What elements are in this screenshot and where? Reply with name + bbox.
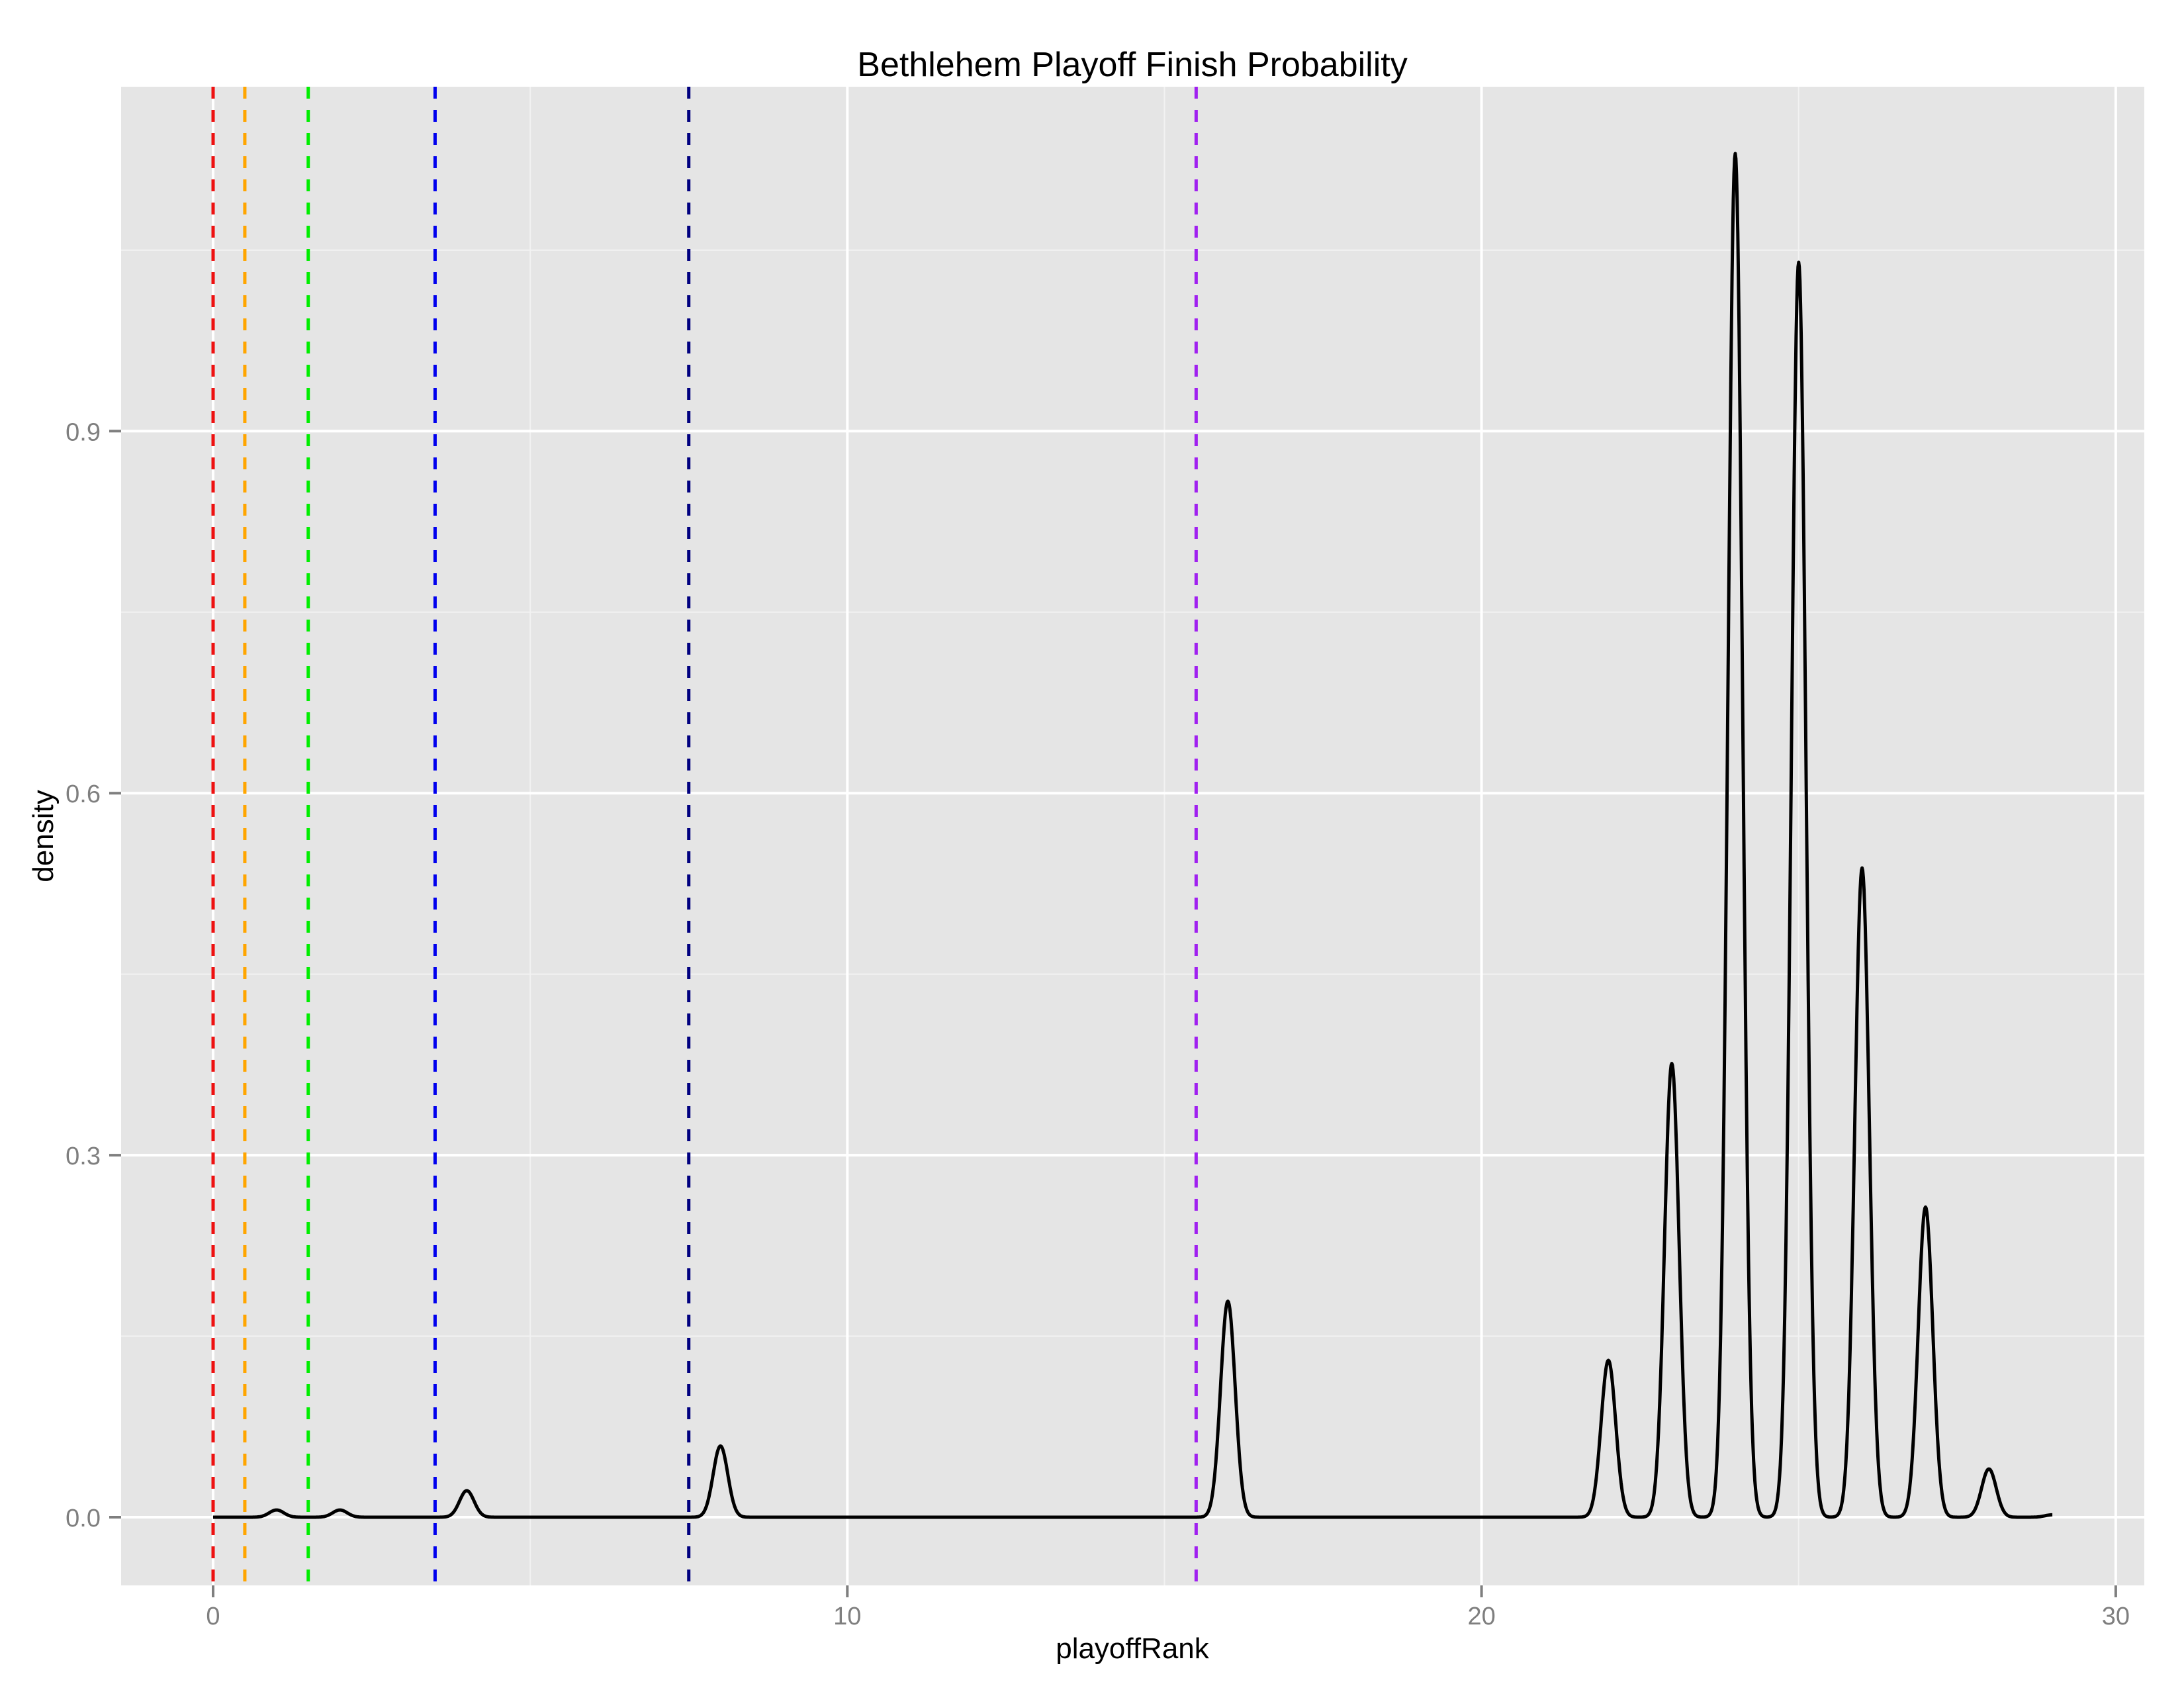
y-tick-label: 0.0 — [66, 1505, 101, 1532]
x-tick-label: 20 — [1467, 1603, 1495, 1630]
x-tick-label: 0 — [206, 1603, 220, 1630]
x-tick-label: 30 — [2102, 1603, 2130, 1630]
y-tick-label: 0.3 — [66, 1143, 101, 1170]
y-tick-label: 0.9 — [66, 418, 101, 446]
y-axis-title: density — [27, 790, 60, 882]
y-axis: 0.0 0.3 0.6 0.9 — [66, 418, 121, 1532]
chart-title: Bethlehem Playoff Finish Probability — [857, 46, 1407, 84]
x-axis: 0 10 20 30 — [206, 1585, 2130, 1630]
reference-lines — [211, 87, 1198, 1585]
density-curve — [212, 152, 2054, 1519]
plot-panel — [121, 87, 2144, 1585]
x-axis-title: playoffRank — [1056, 1632, 1210, 1665]
x-tick-label: 10 — [833, 1603, 861, 1630]
minor-gridlines — [121, 87, 2144, 1585]
y-tick-label: 0.6 — [66, 780, 101, 808]
